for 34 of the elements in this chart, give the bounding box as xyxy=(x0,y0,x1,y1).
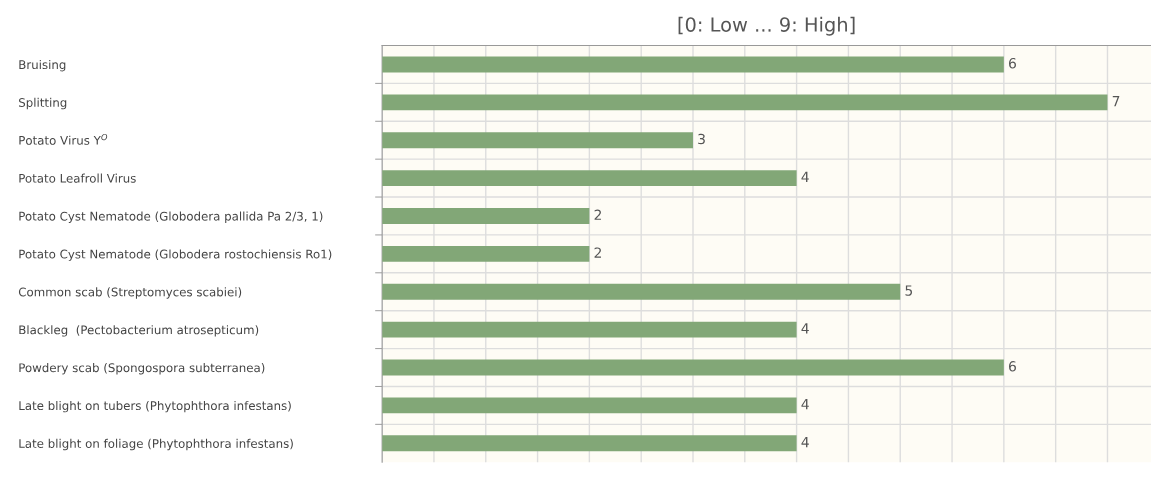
data-label: 4 xyxy=(801,323,809,334)
chart-title: [0: Low ... 9: High] xyxy=(678,16,855,36)
bar xyxy=(382,245,590,262)
bar xyxy=(382,283,901,300)
y-tick-label: Potato Cyst Nematode (Globodera pallida Pa 2/3, 1) xyxy=(19,211,323,223)
data-label: 5 xyxy=(905,285,913,296)
data-label: 4 xyxy=(801,399,809,410)
data-label: 2 xyxy=(594,247,601,258)
data-label: 4 xyxy=(801,171,809,182)
y-tick-label: Potato Cyst Nematode (Globodera rostochiensis Ro1) xyxy=(19,249,332,261)
bar xyxy=(382,94,1108,111)
y-tick-label: Splitting xyxy=(19,97,67,110)
data-label: 2 xyxy=(594,209,601,220)
bar xyxy=(382,170,797,187)
bar xyxy=(382,359,1004,376)
y-tick-label: Late blight on tubers (Phytophthora infestans) xyxy=(19,400,291,413)
bar xyxy=(382,321,797,338)
y-tick-label: Bruising xyxy=(19,59,66,72)
data-label: 6 xyxy=(1008,57,1016,69)
bar xyxy=(382,56,1004,73)
data-label: 6 xyxy=(1008,361,1016,372)
y-tick-label: Powdery scab (Spongospora subterranea) xyxy=(19,363,265,375)
y-tick-label: Potato Virus Y$^{O}$ xyxy=(19,133,108,145)
bar xyxy=(382,397,797,414)
data-label: 7 xyxy=(1112,96,1120,107)
y-tick-label: Blackleg (Pectobacterium atrosepticum) xyxy=(19,325,259,337)
bar xyxy=(382,208,590,224)
bar xyxy=(382,435,797,452)
y-tick-label: Common scab (Streptomyces scabiei) xyxy=(18,287,242,299)
y-tick-label: Late blight on foliage (Phytophthora infestans) xyxy=(19,438,293,451)
data-label: 4 xyxy=(801,437,809,448)
data-label: 3 xyxy=(698,133,705,145)
bar xyxy=(382,132,693,149)
y-tick-label: Potato Leafroll Virus xyxy=(19,173,136,183)
